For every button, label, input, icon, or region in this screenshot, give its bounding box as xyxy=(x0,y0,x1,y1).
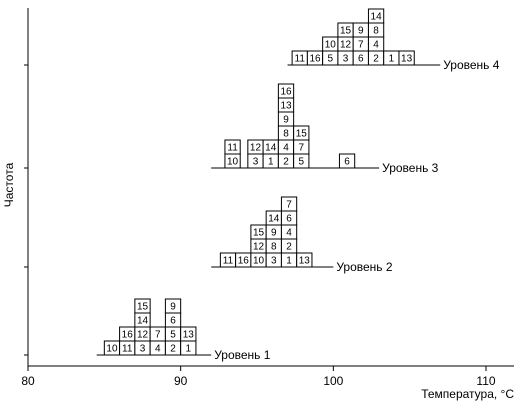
cell-number: 9 xyxy=(283,115,289,126)
histogram-cell xyxy=(224,139,241,155)
cell-number: 2 xyxy=(283,157,289,168)
cell-number: 6 xyxy=(170,316,176,327)
cell-number: 15 xyxy=(137,302,149,313)
histogram-cell xyxy=(293,125,310,141)
cell-number: 11 xyxy=(223,256,234,267)
cell-number: 12 xyxy=(253,242,265,253)
cell-number: 14 xyxy=(265,143,277,154)
cell-number: 6 xyxy=(358,54,364,65)
cell-number: 1 xyxy=(268,157,274,168)
cell-number: 9 xyxy=(358,26,364,37)
x-tick-label-90: 90 xyxy=(174,374,188,388)
cell-number: 14 xyxy=(371,12,383,23)
cell-number: 4 xyxy=(155,344,161,355)
cell-number: 5 xyxy=(327,54,333,65)
histogram-cell xyxy=(338,153,356,169)
y-axis-label: Частота xyxy=(2,162,16,207)
cell-number: 14 xyxy=(137,316,149,327)
level-label: Уровень 1 xyxy=(214,348,271,362)
cell-number: 10 xyxy=(106,344,118,355)
x-axis-label: Температура, °С xyxy=(421,387,514,401)
x-tick-label-80: 80 xyxy=(21,374,35,388)
cell-number: 12 xyxy=(250,143,262,154)
cell-number: 1 xyxy=(389,54,395,65)
axes: Частота Температура, °С xyxy=(2,8,514,401)
cell-number: 7 xyxy=(358,40,364,51)
cell-number: 11 xyxy=(295,54,306,65)
cell-number: 3 xyxy=(343,54,349,65)
level-label: Уровень 4 xyxy=(443,58,500,72)
cell-number: 10 xyxy=(325,40,337,51)
cell-number: 7 xyxy=(286,200,292,211)
cell-number: 16 xyxy=(122,330,134,341)
cell-number: 11 xyxy=(227,143,238,154)
cell-number: 10 xyxy=(227,157,239,168)
cell-number: 16 xyxy=(238,256,250,267)
cell-number: 4 xyxy=(286,228,292,239)
cell-number: 11 xyxy=(122,344,133,355)
cell-number: 14 xyxy=(268,214,280,225)
cell-number: 8 xyxy=(283,129,289,140)
cell-number: 13 xyxy=(183,330,195,341)
cell-number: 1 xyxy=(186,344,192,355)
histogram-cell xyxy=(134,298,151,314)
cell-number: 7 xyxy=(155,330,161,341)
histogram-cell xyxy=(180,326,197,342)
histogram-cell xyxy=(280,196,298,212)
histogram-cell xyxy=(164,298,182,314)
x-ticks: 80 90 100 110 xyxy=(21,366,496,388)
histogram-cell xyxy=(367,8,385,24)
cell-number: 1 xyxy=(286,256,292,267)
cell-number: 3 xyxy=(271,256,277,267)
level-3: Уровень 3 10 11 3 12 1 14 2 4 8 9 13 16 5 7 15 6 xyxy=(211,83,439,175)
cell-number: 8 xyxy=(373,26,379,37)
cell-number: 8 xyxy=(271,242,277,253)
level-4: Уровень 4 11 16 5 10 3 12 15 6 7 9 2 4 8 14 1 13 xyxy=(287,8,500,72)
cell-number: 9 xyxy=(271,228,277,239)
cell-number: 7 xyxy=(298,143,304,154)
cell-number: 10 xyxy=(253,256,265,267)
cell-number: 15 xyxy=(296,129,308,140)
histogram-cell xyxy=(398,50,415,66)
cell-number: 13 xyxy=(299,256,311,267)
cell-number: 15 xyxy=(253,228,265,239)
x-tick-label-100: 100 xyxy=(323,374,343,388)
cell-number: 5 xyxy=(298,157,304,168)
cell-number: 9 xyxy=(170,302,176,313)
cell-number: 6 xyxy=(344,157,350,168)
cell-number: 13 xyxy=(280,101,292,112)
cell-number: 12 xyxy=(340,40,352,51)
cell-number: 16 xyxy=(280,87,292,98)
cell-number: 5 xyxy=(170,330,176,341)
cell-number: 4 xyxy=(373,40,379,51)
histogram-cell xyxy=(277,83,295,99)
cell-number: 13 xyxy=(401,54,413,65)
cell-number: 2 xyxy=(170,344,176,355)
cell-number: 2 xyxy=(373,54,379,65)
x-tick-label-110: 110 xyxy=(476,374,495,388)
level-label: Уровень 3 xyxy=(382,161,439,175)
histogram-cell xyxy=(296,252,313,268)
level-label: Уровень 2 xyxy=(336,260,393,274)
cell-number: 15 xyxy=(340,26,352,37)
cell-number: 12 xyxy=(137,330,149,341)
cell-number: 3 xyxy=(253,157,259,168)
cell-number: 4 xyxy=(283,143,289,154)
cell-number: 16 xyxy=(309,54,321,65)
cell-number: 3 xyxy=(140,344,146,355)
cell-number: 2 xyxy=(286,242,292,253)
level-1: Уровень 1 10 11 16 3 12 14 15 4 72 5 6 9 1 13 xyxy=(96,298,271,362)
cell-number: 6 xyxy=(286,214,292,225)
